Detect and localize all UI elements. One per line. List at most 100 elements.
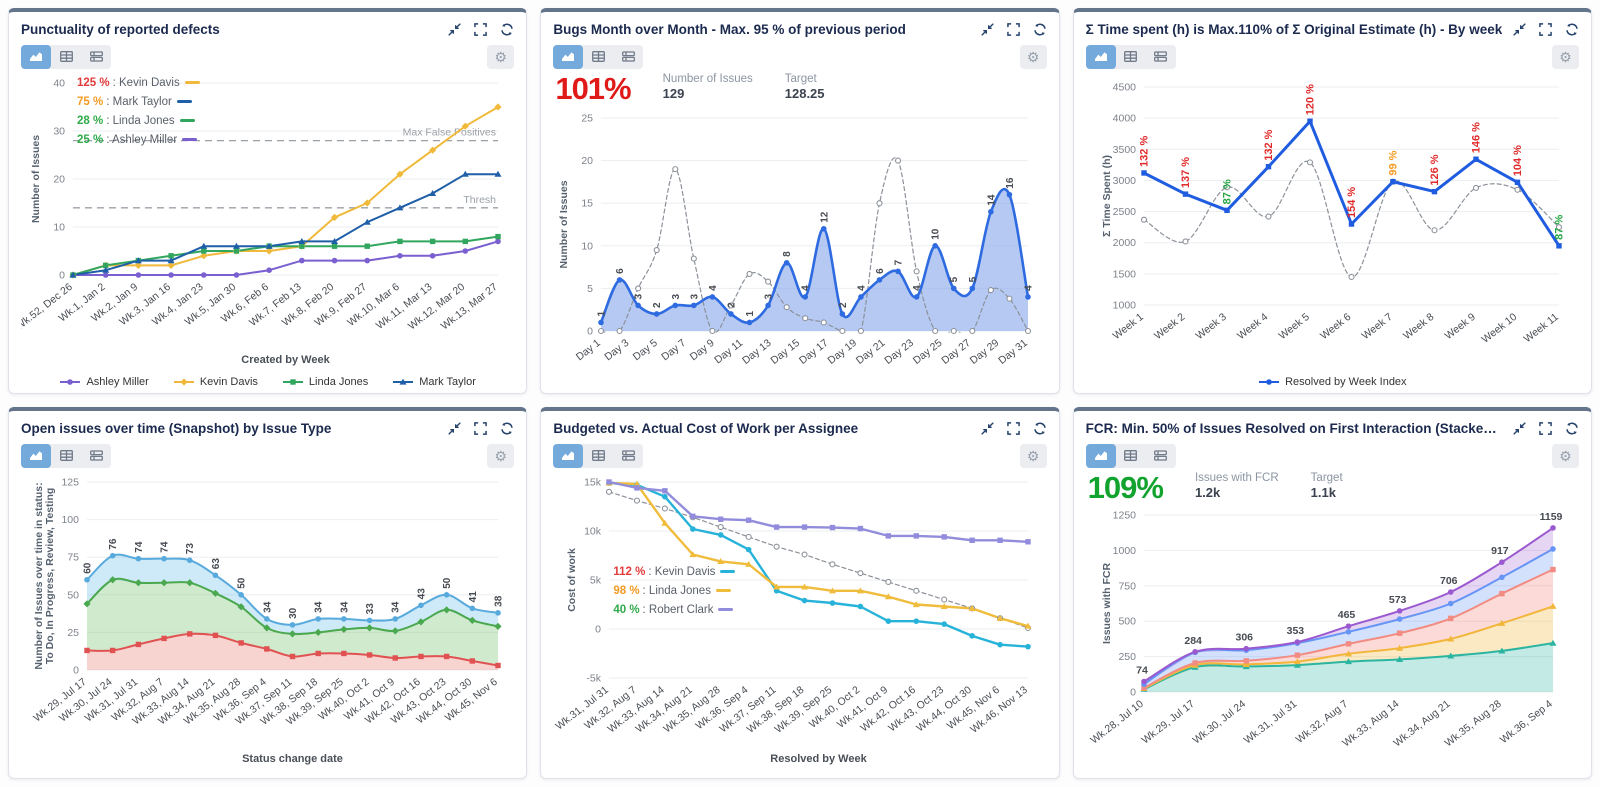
table-icon [591,449,605,464]
table-view-button[interactable] [583,45,613,69]
series-percent-label: 75 %: Mark Taylor [77,92,200,111]
svg-text:Week 1: Week 1 [1110,311,1145,342]
series-percent-label: 25 %: Ashley Miller [77,130,200,149]
panel-actions [981,422,1047,435]
svg-text:100: 100 [61,514,79,526]
refresh-icon[interactable] [1033,23,1047,36]
kpi-label: Issues with FCR [1194,472,1279,484]
svg-text:4000: 4000 [1112,113,1136,125]
svg-text:5k: 5k [590,575,602,587]
chart-area: 0 5 10 15 20 25 Day 1 Day 3 Day 5 Day 7 Day 9 Day 1… [553,108,1046,389]
svg-text:Wk.28, Jul 10: Wk.28, Jul 10 [1088,697,1146,746]
collapse-icon[interactable] [981,422,994,435]
svg-text:0: 0 [73,665,79,677]
kpi-row: 109% Issues with FCR 1.2k Target 1.1k [1088,471,1579,505]
fullscreen-icon[interactable] [474,422,488,435]
chart-view-button[interactable] [1085,45,1116,69]
view-switch [553,45,644,69]
kpi-value: 1.2k [1194,485,1221,500]
legend-item-resolved-by-week-index[interactable]: Resolved by Week Index [1258,376,1407,388]
fullscreen-icon[interactable] [1539,422,1552,435]
kpi-label: Target [784,73,817,85]
svg-text:3: 3 [634,293,645,299]
list-view-button[interactable] [81,45,111,69]
collapse-icon[interactable] [981,23,994,36]
chart-area: 0 25 50 75 100 125 Wk.29, Jul 17 Wk.30, Jul 24 W… [21,470,514,774]
list-view-button[interactable] [1146,444,1176,468]
svg-text:8: 8 [782,250,793,256]
refresh-icon[interactable] [500,422,514,435]
svg-text:5: 5 [968,276,979,282]
refresh-icon[interactable] [1565,23,1579,36]
table-view-button[interactable] [51,444,81,468]
view-switch [1085,444,1176,468]
svg-text:12: 12 [820,211,831,223]
svg-text:Cost of work: Cost of work [566,548,578,612]
svg-text:125: 125 [61,477,79,489]
legend-item-ashley-miller[interactable]: Ashley Miller [59,376,149,388]
fullscreen-icon[interactable] [474,23,488,36]
panel-actions [448,23,514,36]
collapse-icon[interactable] [1513,23,1526,36]
kpi-value: 129 [662,86,685,101]
svg-text:Week 5: Week 5 [1276,311,1311,342]
svg-text:10k: 10k [584,526,602,538]
svg-text:75: 75 [67,552,79,564]
view-switch [1085,45,1176,69]
svg-text:38: 38 [494,595,505,607]
chart-view-button[interactable] [553,444,584,468]
settings-gear-button[interactable]: ⚙ [487,45,515,69]
svg-text:1: 1 [745,310,756,316]
fullscreen-icon[interactable] [1539,23,1552,36]
legend-item-linda-jones[interactable]: Linda Jones [282,376,368,388]
svg-text:76: 76 [108,538,119,550]
svg-text:Day 11: Day 11 [713,336,746,366]
svg-text:Day 23: Day 23 [883,336,917,366]
panel-header: Σ Time spent (h) is Max.110% of Σ Origin… [1086,22,1579,37]
table-view-button[interactable] [583,444,613,468]
settings-gear-button[interactable]: ⚙ [1551,45,1579,69]
legend-item-mark-taylor[interactable]: Mark Taylor [392,376,476,388]
svg-text:Wk.36, Sep 4: Wk.36, Sep 4 [1497,697,1554,745]
chart-view-button[interactable] [21,45,51,69]
refresh-icon[interactable] [1033,422,1047,435]
settings-gear-button[interactable]: ⚙ [1551,444,1579,468]
table-view-button[interactable] [51,45,81,69]
list-view-button[interactable] [613,45,643,69]
svg-text:4: 4 [708,284,719,290]
panel-title: Σ Time spent (h) is Max.110% of Σ Origin… [1085,22,1503,37]
chart-view-button[interactable] [553,45,584,69]
chart-view-button[interactable] [21,444,51,468]
fullscreen-icon[interactable] [1006,23,1020,36]
chart-legend: Ashley Miller Kevin Davis Linda Jones Mark … [21,376,514,388]
fullscreen-icon[interactable] [1006,422,1020,435]
chart-view-button[interactable] [1085,444,1116,468]
legend-item-kevin-davis[interactable]: Kevin Davis [173,376,258,388]
panel-toolbar: ⚙ [1085,45,1579,69]
svg-text:353: 353 [1286,625,1304,637]
collapse-icon[interactable] [448,23,461,36]
svg-text:33: 33 [365,603,376,615]
settings-gear-button[interactable]: ⚙ [487,444,515,468]
list-view-button[interactable] [613,444,643,468]
panel-header: Punctuality of reported defects [21,22,514,37]
svg-text:50: 50 [237,577,248,589]
svg-text:Week 11: Week 11 [1521,311,1560,345]
list-view-button[interactable] [81,444,111,468]
svg-text:132 %: 132 % [1263,129,1275,160]
table-view-button[interactable] [1116,45,1146,69]
settings-gear-button[interactable]: ⚙ [1019,45,1047,69]
svg-text:Week 4: Week 4 [1235,311,1270,342]
collapse-icon[interactable] [1513,422,1526,435]
svg-text:34: 34 [339,601,350,613]
area-chart-icon [1094,50,1108,65]
collapse-icon[interactable] [448,422,461,435]
refresh-icon[interactable] [1565,422,1579,435]
panel-actions [448,422,514,435]
list-view-button[interactable] [1146,45,1176,69]
table-view-button[interactable] [1116,444,1146,468]
refresh-icon[interactable] [500,23,514,36]
svg-text:137 %: 137 % [1180,157,1192,188]
settings-gear-button[interactable]: ⚙ [1019,444,1047,468]
svg-text:0: 0 [587,325,593,337]
